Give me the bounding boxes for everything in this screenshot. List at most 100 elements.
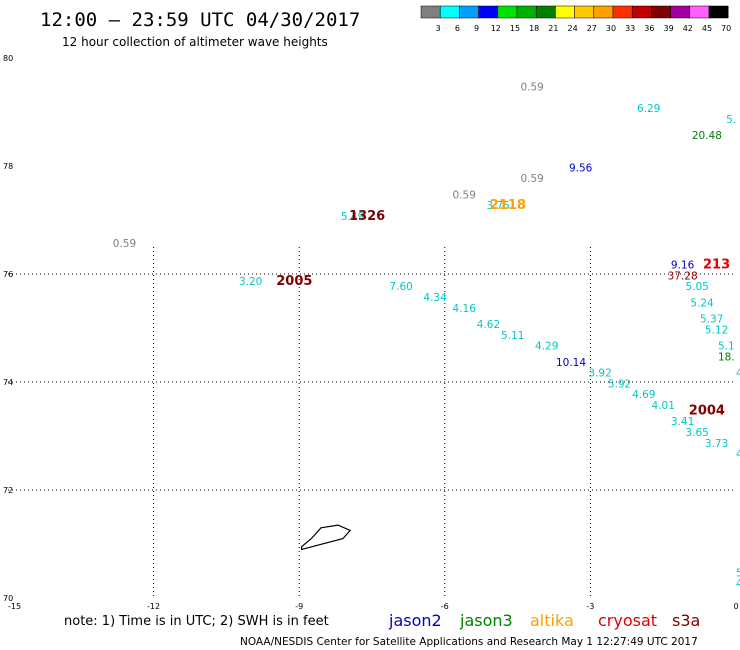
wave-height-value: 5.1	[718, 341, 735, 353]
color-swatch	[651, 5, 671, 19]
color-scale-label: 45	[702, 24, 712, 33]
color-swatch	[439, 5, 460, 19]
wave-height-value: 4.	[736, 449, 740, 461]
map-area	[8, 58, 736, 598]
satellite-legend-altika: altika	[530, 611, 574, 630]
wave-height-value: 4.01	[652, 400, 675, 412]
wave-height-value: 20.48	[692, 130, 722, 142]
wave-height-value: 3.92	[588, 368, 611, 380]
pass-time-label: 2005	[276, 274, 312, 289]
graticule	[8, 247, 736, 598]
color-swatch	[708, 5, 729, 19]
x-tick-label: -9	[295, 602, 303, 611]
y-tick-label: 78	[3, 162, 13, 171]
color-swatch	[497, 5, 518, 19]
pass-time-label: 2004	[689, 403, 725, 418]
wave-height-value: 10.14	[556, 357, 586, 369]
wave-height-value: 4.69	[632, 389, 655, 401]
wave-height-value: 4.9	[736, 578, 740, 590]
footer-credit: NOAA/NESDIS Center for Satellite Applica…	[240, 636, 698, 648]
wave-height-value: 3.73	[705, 438, 728, 450]
color-scale-label: 70	[721, 24, 731, 33]
color-swatch	[612, 5, 633, 19]
color-scale-label: 24	[568, 24, 578, 33]
wave-height-value: 4.29	[535, 341, 558, 353]
wave-height-value: 4.	[736, 368, 740, 380]
wave-height-value: 5.12	[705, 324, 728, 336]
wave-height-value: 4.62	[477, 319, 500, 331]
wave-height-value: 0.59	[520, 173, 543, 185]
wave-height-value: 0.59	[520, 81, 543, 93]
x-tick-label: 0	[733, 602, 738, 611]
wave-height-value: 5.92	[608, 378, 631, 390]
wave-height-value: 9.16	[671, 260, 695, 272]
color-swatch	[631, 5, 652, 19]
color-scale-label: 39	[664, 24, 674, 33]
color-scale-label: 42	[683, 24, 693, 33]
wave-height-value: 5.24	[690, 297, 714, 309]
y-tick-label: 74	[3, 378, 13, 387]
color-swatch	[459, 5, 479, 19]
color-scale-label: 33	[625, 24, 635, 33]
color-swatch	[420, 5, 441, 19]
satellite-legend-cryosat: cryosat	[598, 611, 657, 630]
chart-title: 12:00 – 23:59 UTC 04/30/2017	[40, 9, 360, 31]
satellite-legend-jason2: jason2	[388, 611, 442, 630]
satellite-legend-jason3: jason3	[459, 611, 513, 630]
pass-time-label: 1326	[349, 209, 385, 224]
wave-height-value: 5.37	[700, 314, 723, 326]
wave-height-value: 0.59	[453, 189, 476, 201]
color-scale-label: 27	[587, 24, 597, 33]
satellite-legend: jason2 jason3 altika cryosat s3a	[388, 611, 700, 630]
wave-height-value: 3.41	[671, 416, 694, 428]
x-tick-label: -15	[8, 602, 21, 611]
wave-height-value: 9.56	[569, 162, 593, 174]
wave-height-value: 0.59	[113, 238, 136, 250]
wave-height-value: 5.11	[501, 330, 524, 342]
chart-subtitle: 12 hour collection of altimeter wave hei…	[62, 35, 328, 49]
wave-height-value: 3.20	[239, 276, 262, 288]
wave-height-value: 18.	[718, 351, 735, 363]
satellite-legend-s3a: s3a	[672, 611, 700, 630]
y-tick-label: 70	[3, 594, 13, 603]
wave-height-value: 5	[736, 567, 740, 579]
pass-time-label: 2118	[490, 198, 526, 213]
y-tick-label: 76	[3, 270, 13, 279]
x-tick-label: -6	[441, 602, 449, 611]
color-swatch	[555, 5, 575, 19]
island-outline	[301, 524, 352, 551]
color-swatch	[516, 5, 537, 19]
wave-height-value: 3.65	[685, 427, 708, 439]
color-scale-label: 9	[474, 24, 479, 33]
wave-height-value: 4.34	[423, 292, 447, 304]
wave-height-value: 5.49	[341, 211, 364, 223]
color-swatch	[478, 5, 499, 19]
pass-time-label: 213	[703, 258, 730, 273]
color-swatch	[670, 5, 691, 19]
color-scale-label: 18	[529, 24, 539, 33]
wave-height-value: 5.05	[685, 281, 708, 293]
wave-height-value: 6.29	[637, 103, 660, 115]
color-swatch	[689, 5, 710, 19]
pass-time-labels: 1326 2118 2005 213 2004	[276, 198, 730, 418]
color-scale-label: 30	[606, 24, 616, 33]
wave-height-value: 4.16	[453, 303, 477, 315]
footer-note: note: 1) Time is in UTC; 2) SWH is in fe…	[64, 614, 329, 629]
x-tick-label: -12	[147, 602, 160, 611]
y-tick-label: 80	[3, 54, 13, 63]
axis-tick-labels: -15 -12 -9 -6 -3 0 70 72 74 76 78 80	[3, 54, 739, 611]
color-scale-label: 6	[455, 24, 460, 33]
x-tick-label: -3	[586, 602, 594, 611]
y-tick-label: 72	[3, 486, 13, 495]
wave-height-value: 5.	[726, 114, 736, 126]
color-scale-label: 21	[548, 24, 558, 33]
color-swatch	[574, 5, 595, 19]
wave-height-value: 7.60	[389, 281, 412, 293]
color-scale-label: 15	[510, 24, 520, 33]
color-scale-label: 3	[436, 24, 441, 33]
color-scale-label: 36	[644, 24, 654, 33]
wave-height-value: 3.75	[486, 200, 509, 212]
color-swatch	[593, 5, 614, 19]
